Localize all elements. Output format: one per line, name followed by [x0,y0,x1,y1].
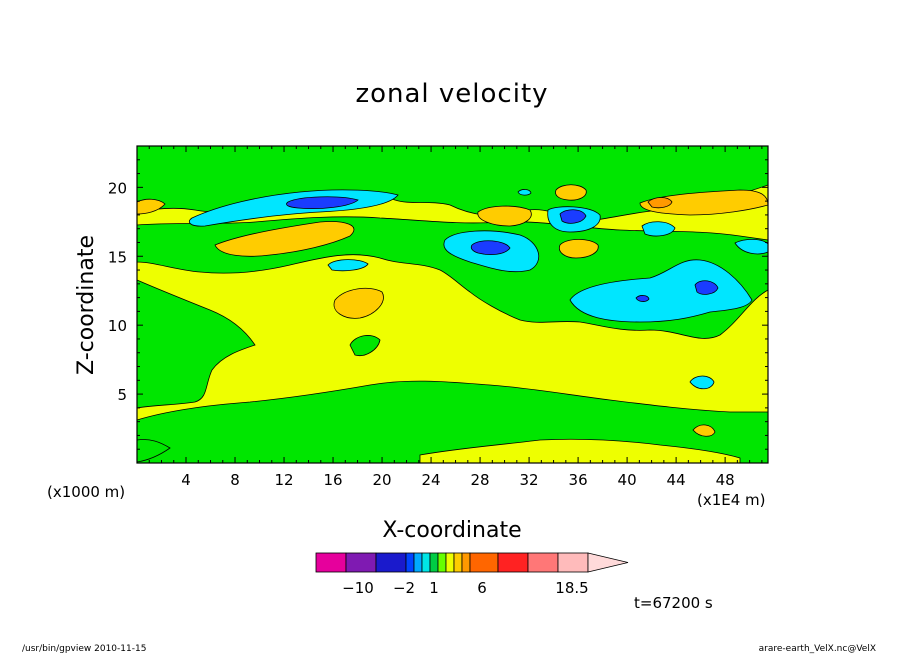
colorbar-arrow [587,552,629,573]
contour-orange-4 [555,184,587,201]
x-axis: 4 8 12 16 20 24 28 32 36 40 44 48 [148,146,763,489]
contour-orange-3 [477,205,532,227]
x-tick-label: 36 [569,471,588,489]
x-tick-label: 28 [471,471,490,489]
time-label: t=67200 s [634,594,713,612]
colorbar-segment [429,552,439,573]
x-tick-label: 40 [618,471,637,489]
plot-frame [136,145,769,464]
x-unit-right: (x1E4 m) [697,491,766,509]
contour-orange-1 [214,221,355,257]
x-tick-label: 16 [323,471,342,489]
x-tick-label: 12 [274,471,293,489]
colorbar-tick-label: −10 [342,579,374,597]
x-tick-label: 32 [520,471,539,489]
colorbar-segment [497,552,529,573]
y-tick-label: 5 [117,386,127,404]
y-tick-label: 15 [108,248,127,266]
contour-blue-3 [559,209,587,224]
colorbar-tick-labels: −10 −2 1 6 18.5 [342,579,589,597]
contour-green-left [136,279,256,409]
contour-cyan-4 [569,259,753,323]
contour-orange-5 [558,238,599,259]
contour-orange-2 [333,287,384,319]
colorbar-segment [527,552,559,573]
contour-orange-8 [136,198,166,215]
x-unit-left: (x1000 m) [47,483,125,501]
colorbar-segment [445,552,455,573]
colorbar-tick-label: 18.5 [555,579,588,597]
plot-area [136,145,769,464]
colorbar-segment [453,552,463,573]
colorbar-segment [345,552,377,573]
footer-left: /usr/bin/gpview 2010-11-15 [22,644,146,654]
colorbar-segment [315,552,347,573]
contour-cyan-9 [517,189,532,196]
colorbar-tick-label: 6 [477,579,487,597]
x-axis-label: X-coordinate [382,518,521,543]
contour-cyan-6 [641,221,676,237]
colorbar-tick-label: −2 [393,579,415,597]
contour-green-bottom-left [136,439,171,463]
contour-blue-1 [286,196,359,209]
x-tick-label: 48 [716,471,735,489]
contour-blue-5 [635,295,650,302]
colorbar-segment [421,552,431,573]
footer-right: arare-earth_VelX.nc@VelX [759,644,876,654]
y-axis-label: Z-coordinate [74,235,99,375]
contour-orange-9 [692,424,716,437]
x-tick-label: 4 [181,471,191,489]
colorbar [315,552,629,573]
contour-orange-7 [647,197,673,209]
colorbar-segment [405,552,415,573]
colorbar-segment [413,552,423,573]
colorbar-segment [557,552,589,573]
y-tick-label: 20 [108,179,127,197]
x-tick-label: 20 [373,471,392,489]
contour-blue-4 [694,280,719,295]
x-tick-label: 44 [667,471,686,489]
contour-cyan-5 [327,259,369,272]
contour-cyan-7 [689,375,715,390]
colorbar-segment [437,552,447,573]
colorbar-segment [461,552,471,573]
chart-title: zonal velocity [355,79,548,109]
y-axis: 5 10 15 20 [108,159,768,450]
contour-yellow-bottom [419,438,741,464]
x-tick-label: 8 [230,471,240,489]
y-tick-label: 10 [108,317,127,335]
contour-green-island [349,335,381,357]
contour-blue-2 [470,240,511,255]
colorbar-segment [375,552,407,573]
colorbar-tick-label: 1 [429,579,439,597]
x-tick-label: 24 [422,471,441,489]
colorbar-segment [469,552,499,573]
